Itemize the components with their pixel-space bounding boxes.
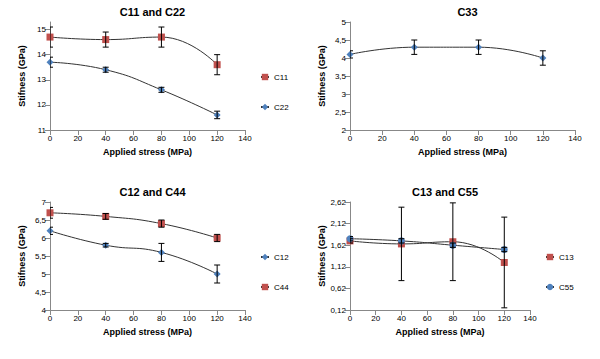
svg-text:0: 0 [348, 134, 353, 143]
svg-text:0,62: 0,62 [330, 284, 346, 293]
svg-text:120: 120 [536, 134, 550, 143]
svg-text:140: 140 [523, 314, 537, 323]
svg-text:60: 60 [129, 134, 138, 143]
svg-text:C22: C22 [274, 103, 289, 112]
svg-text:80: 80 [474, 134, 483, 143]
svg-text:Stifness (GPa): Stifness (GPa) [17, 45, 27, 107]
svg-text:20: 20 [371, 314, 380, 323]
svg-text:Applied stress (MPa): Applied stress (MPa) [103, 147, 192, 157]
svg-text:100: 100 [183, 134, 197, 143]
svg-text:Applied stress (MPa): Applied stress (MPa) [418, 147, 507, 157]
svg-text:0: 0 [348, 314, 353, 323]
svg-text:13: 13 [37, 75, 46, 84]
svg-text:Stifness (GPa): Stifness (GPa) [317, 45, 327, 107]
svg-text:60: 60 [129, 314, 138, 323]
svg-text:C12 and C44: C12 and C44 [119, 186, 186, 198]
svg-text:5: 5 [42, 270, 47, 279]
svg-text:3,5: 3,5 [335, 72, 347, 81]
svg-text:2,12: 2,12 [330, 219, 346, 228]
svg-text:C55: C55 [559, 283, 574, 292]
svg-text:C13 and C55: C13 and C55 [412, 186, 478, 198]
svg-text:6: 6 [42, 234, 47, 243]
svg-text:1,12: 1,12 [330, 262, 346, 271]
svg-text:C33: C33 [457, 6, 477, 18]
svg-text:Applied stress (MPa): Applied stress (MPa) [103, 327, 192, 337]
svg-text:C12: C12 [274, 253, 289, 262]
svg-text:120: 120 [498, 314, 512, 323]
svg-text:40: 40 [397, 314, 406, 323]
svg-text:40: 40 [101, 134, 110, 143]
svg-text:Stifness (GPa): Stifness (GPa) [17, 225, 27, 287]
svg-text:C13: C13 [559, 253, 574, 262]
svg-text:12: 12 [37, 100, 46, 109]
svg-text:2: 2 [342, 126, 347, 135]
svg-text:20: 20 [73, 134, 82, 143]
svg-text:140: 140 [568, 134, 582, 143]
svg-text:5: 5 [342, 18, 347, 27]
svg-text:4,5: 4,5 [35, 288, 47, 297]
svg-text:15: 15 [37, 25, 46, 34]
svg-text:3: 3 [342, 90, 347, 99]
svg-text:4,5: 4,5 [335, 36, 347, 45]
svg-text:6,5: 6,5 [35, 216, 47, 225]
svg-text:C11 and C22: C11 and C22 [120, 6, 185, 18]
svg-text:80: 80 [157, 134, 166, 143]
svg-text:C11: C11 [274, 73, 289, 82]
svg-text:80: 80 [448, 314, 457, 323]
svg-text:40: 40 [410, 134, 419, 143]
svg-text:2,5: 2,5 [335, 108, 347, 117]
svg-text:0: 0 [48, 134, 53, 143]
svg-text:5,5: 5,5 [35, 252, 47, 261]
svg-text:60: 60 [423, 314, 432, 323]
svg-text:4: 4 [42, 306, 47, 315]
svg-text:140: 140 [238, 134, 252, 143]
svg-text:1,62: 1,62 [330, 241, 346, 250]
svg-text:0,12: 0,12 [330, 306, 346, 315]
svg-text:2,62: 2,62 [330, 198, 346, 207]
svg-text:100: 100 [183, 314, 197, 323]
svg-text:0: 0 [48, 314, 53, 323]
svg-text:60: 60 [442, 134, 451, 143]
svg-text:80: 80 [157, 314, 166, 323]
svg-text:40: 40 [101, 314, 110, 323]
svg-text:120: 120 [210, 314, 224, 323]
svg-text:100: 100 [504, 134, 518, 143]
svg-text:11: 11 [38, 126, 47, 135]
svg-text:140: 140 [238, 314, 252, 323]
svg-text:120: 120 [210, 134, 224, 143]
svg-text:7: 7 [42, 198, 47, 207]
svg-text:Stifness (GPa): Stifness (GPa) [317, 225, 327, 287]
svg-text:4: 4 [342, 54, 347, 63]
svg-text:100: 100 [472, 314, 486, 323]
svg-text:14: 14 [37, 50, 46, 59]
svg-text:20: 20 [73, 314, 82, 323]
svg-text:20: 20 [378, 134, 387, 143]
svg-text:Applied stress (MPa): Applied stress (MPa) [395, 327, 484, 337]
svg-text:C44: C44 [274, 283, 289, 292]
